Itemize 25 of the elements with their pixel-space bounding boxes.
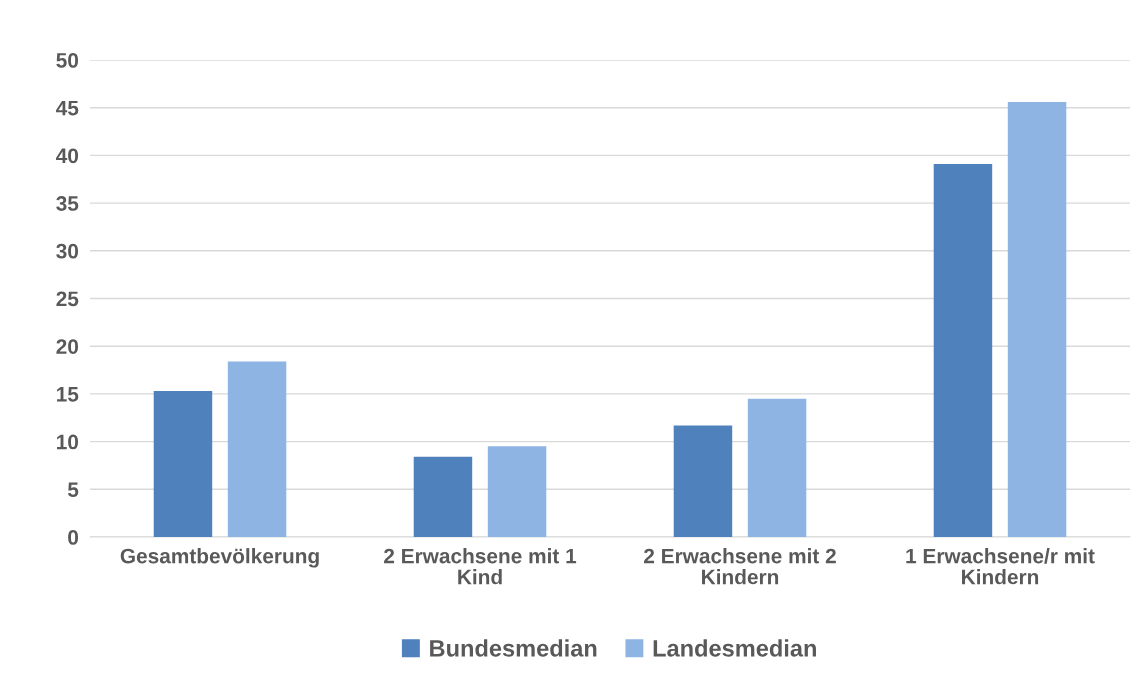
y-tick-label: 40 bbox=[56, 148, 79, 164]
y-tick-label: 5 bbox=[67, 482, 79, 498]
legend-label: Landesmedian bbox=[653, 639, 816, 657]
y-tick-label: 35 bbox=[56, 196, 79, 211]
y-tick-label: 20 bbox=[56, 339, 79, 354]
x-tick-label: 1 Erwachsene/r mit Kindern bbox=[906, 548, 1095, 585]
bar bbox=[227, 361, 287, 537]
x-tick-label: 2 Erwachsene mit 1 Kind bbox=[384, 548, 577, 585]
bar bbox=[487, 446, 547, 537]
y-tick-label: 45 bbox=[56, 100, 79, 116]
bar bbox=[413, 456, 473, 537]
bar bbox=[673, 425, 733, 537]
y-tick-label: 10 bbox=[57, 434, 79, 450]
y-tick-label: 25 bbox=[56, 291, 79, 307]
y-tick-label: 30 bbox=[56, 243, 79, 259]
legend-label: Bundesmedian bbox=[430, 639, 597, 657]
x-tick-label: 2 Erwachsene mit 2 Kindern bbox=[644, 548, 836, 585]
y-tick-label: 0 bbox=[68, 530, 79, 545]
bar bbox=[747, 398, 807, 537]
y-tick-label: 50 bbox=[56, 53, 79, 68]
bar bbox=[153, 391, 213, 537]
y-tick-label: 15 bbox=[57, 387, 79, 402]
bar bbox=[933, 163, 993, 537]
x-tick-label: Gesamtbevölkerung bbox=[120, 548, 319, 568]
bar bbox=[1007, 101, 1067, 537]
